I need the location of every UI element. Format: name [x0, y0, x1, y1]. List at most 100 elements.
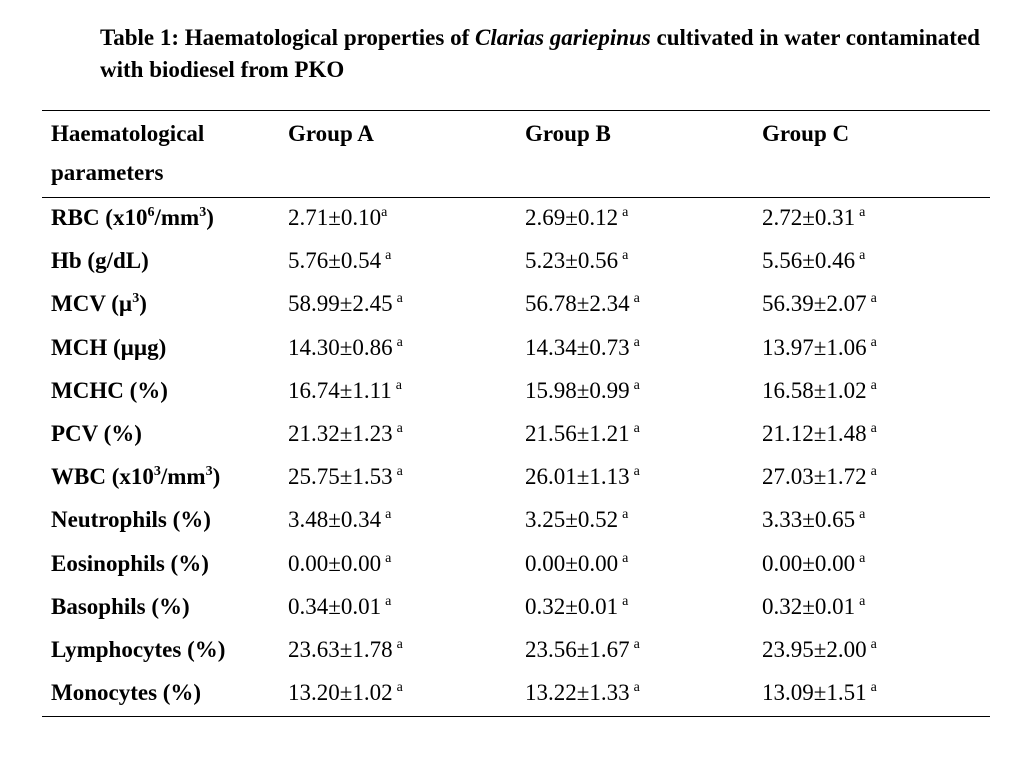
parameter-text: MCHC (%) [51, 377, 168, 403]
caption-suffix: cultivated in water contaminated with bi… [100, 25, 980, 82]
group-b-value: 2.69±0.12 [525, 205, 619, 230]
parameter-cell: Eosinophils (%) [51, 546, 209, 582]
group-c-value: 27.03±1.72 [762, 464, 867, 490]
significance-superscript: a [870, 680, 877, 696]
parameter-text: /mm [160, 464, 206, 490]
parameter-cell: MCV (µ3) [51, 286, 147, 322]
table-caption: Table 1: Haematological properties of Cl… [100, 22, 980, 86]
significance-superscript: a [870, 636, 877, 652]
group-b-value-cell: 0.32±0.01 a [525, 589, 628, 625]
significance-superscript: a [396, 680, 403, 696]
table-header-rule [42, 197, 990, 198]
group-a-value-cell: 13.20±1.02 a [288, 675, 403, 711]
parameter-superscript: 3 [153, 464, 161, 480]
significance-superscript: a [633, 334, 640, 350]
group-c-value-cell: 27.03±1.72 a [762, 459, 877, 495]
parameter-superscript: 3 [199, 205, 207, 220]
group-c-value-cell: 56.39±2.07 a [762, 286, 877, 322]
table-row: Lymphocytes (%) 23.63±1.78 a 23.56±1.67 a 23.… [0, 632, 1024, 675]
group-b-value-cell: 15.98±0.99 a [525, 373, 640, 409]
group-c-value-cell: 0.00±0.00 a [762, 546, 865, 582]
group-c-value: 21.12±1.48 [762, 420, 867, 446]
parameter-text: Basophils (%) [51, 593, 190, 619]
significance-superscript: a [622, 205, 629, 220]
group-a-value-cell: 0.00±0.00 a [288, 546, 391, 582]
parameter-text: MCH (µµg) [51, 334, 167, 360]
significance-superscript: a [870, 334, 877, 350]
group-a-value: 5.76±0.54 [288, 248, 382, 274]
parameter-cell: PCV (%) [51, 416, 142, 452]
parameter-superscript: 3 [205, 464, 213, 480]
significance-superscript: a [633, 464, 640, 480]
group-c-value-cell: 13.09±1.51 a [762, 675, 877, 711]
significance-superscript: a [396, 636, 403, 652]
significance-superscript: a [859, 248, 866, 264]
group-b-value-cell: 2.69±0.12 a [525, 200, 628, 236]
group-a-value: 21.32±1.23 [288, 420, 393, 446]
group-a-value: 16.74±1.11 [288, 377, 392, 403]
table-row: MCHC (%) 16.74±1.11 a 15.98±0.99 a 16.58±1.02… [0, 373, 1024, 416]
significance-superscript: a [633, 636, 640, 652]
parameter-text: RBC (x10 [51, 205, 148, 230]
significance-superscript: a [385, 593, 392, 609]
significance-superscript: a [870, 420, 877, 436]
parameter-cell: Neutrophils (%) [51, 502, 211, 538]
parameter-superscript: 3 [132, 291, 140, 307]
parameter-text: Lymphocytes (%) [51, 636, 226, 662]
table-row: Monocytes (%) 13.20±1.02 a 13.22±1.33 a 13.09… [0, 675, 1024, 718]
table-row: WBC (x103/mm3) 25.75±1.53 a 26.01±1.13 a 27.0… [0, 459, 1024, 502]
parameter-text: ) [212, 464, 221, 490]
group-c-value-cell: 21.12±1.48 a [762, 416, 877, 452]
header-group-b: Group B [525, 121, 611, 146]
parameter-cell: Basophils (%) [51, 589, 190, 625]
group-c-value: 16.58±1.02 [762, 377, 867, 403]
parameter-text: Eosinophils (%) [51, 550, 209, 576]
group-b-value-cell: 23.56±1.67 a [525, 632, 640, 668]
parameter-cell: MCHC (%) [51, 373, 168, 409]
group-b-value-cell: 14.34±0.73 a [525, 330, 640, 366]
significance-superscript: a [395, 377, 402, 393]
header-parameters-line1: Haematological [51, 121, 205, 146]
header-group-a: Group A [288, 121, 374, 146]
group-b-value: 23.56±1.67 [525, 636, 630, 662]
significance-superscript: a [633, 291, 640, 307]
significance-superscript: a [381, 205, 388, 220]
group-c-value-cell: 5.56±0.46 a [762, 243, 865, 279]
group-a-value-cell: 16.74±1.11 a [288, 373, 402, 409]
parameter-cell: WBC (x103/mm3) [51, 459, 220, 495]
parameter-superscript: 6 [147, 205, 155, 220]
group-b-value: 21.56±1.21 [525, 420, 630, 446]
group-b-value: 13.22±1.33 [525, 680, 630, 706]
group-b-value-cell: 56.78±2.34 a [525, 286, 640, 322]
header-parameters-line2: parameters [51, 160, 164, 185]
group-b-value-cell: 0.00±0.00 a [525, 546, 628, 582]
group-b-value: 5.23±0.56 [525, 248, 619, 274]
significance-superscript: a [622, 507, 629, 523]
group-c-value: 0.32±0.01 [762, 593, 856, 619]
group-c-value: 2.72±0.31 [762, 205, 856, 230]
group-a-value: 0.34±0.01 [288, 593, 382, 619]
group-c-value: 5.56±0.46 [762, 248, 856, 274]
parameter-cell: RBC (x106/mm3) [51, 200, 214, 236]
significance-superscript: a [859, 593, 866, 609]
group-a-value-cell: 14.30±0.86 a [288, 330, 403, 366]
group-a-value-cell: 21.32±1.23 a [288, 416, 403, 452]
table-row: RBC (x106/mm3) 2.71±0.10a 2.69±0.12 a 2.72±0… [0, 200, 1024, 243]
group-c-value: 56.39±2.07 [762, 291, 867, 317]
header-group-c: Group C [762, 121, 850, 146]
significance-superscript: a [622, 593, 629, 609]
group-a-value-cell: 0.34±0.01 a [288, 589, 391, 625]
group-a-value-cell: 3.48±0.34 a [288, 502, 391, 538]
parameter-text: WBC (x10 [51, 464, 154, 490]
parameter-text: PCV (%) [51, 420, 142, 446]
group-b-value-cell: 5.23±0.56 a [525, 243, 628, 279]
group-c-value-cell: 16.58±1.02 a [762, 373, 877, 409]
significance-superscript: a [859, 205, 866, 220]
significance-superscript: a [622, 248, 629, 264]
significance-superscript: a [870, 377, 877, 393]
significance-superscript: a [385, 550, 392, 566]
group-b-value: 15.98±0.99 [525, 377, 630, 403]
group-a-value-cell: 25.75±1.53 a [288, 459, 403, 495]
group-c-value: 3.33±0.65 [762, 507, 856, 533]
group-c-value-cell: 13.97±1.06 a [762, 330, 877, 366]
